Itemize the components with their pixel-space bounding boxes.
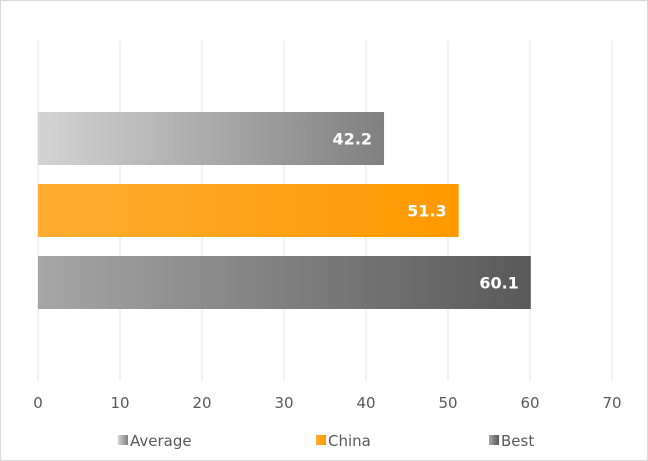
- legend-label-china: China: [328, 432, 371, 450]
- legend-label-average: Average: [130, 432, 192, 450]
- legend-swatch-china: [316, 435, 326, 445]
- bar-average: [38, 112, 385, 165]
- bar-china: [38, 184, 459, 237]
- x-tick-label-70: 70: [602, 394, 621, 412]
- x-tick-label-50: 50: [438, 394, 457, 412]
- legend-swatch-average: [118, 435, 128, 445]
- x-axis-ticks: 0 10 20 30 40 50 60 70: [33, 394, 621, 412]
- legend-swatch-best: [489, 435, 499, 445]
- x-tick-label-20: 20: [192, 394, 211, 412]
- x-tick-label-60: 60: [520, 394, 539, 412]
- legend-label-best: Best: [501, 432, 534, 450]
- bar-best: [38, 256, 531, 309]
- legend: Average China Best: [118, 432, 534, 450]
- x-tick-label-0: 0: [33, 394, 43, 412]
- x-tick-label-40: 40: [356, 394, 375, 412]
- x-tick-label-10: 10: [110, 394, 129, 412]
- data-label-average: 42.2: [333, 130, 372, 149]
- data-labels: 42.2 51.3 60.1: [333, 130, 519, 293]
- x-tick-label-30: 30: [274, 394, 293, 412]
- data-label-china: 51.3: [407, 202, 446, 221]
- data-label-best: 60.1: [479, 274, 518, 293]
- bars: [38, 112, 531, 309]
